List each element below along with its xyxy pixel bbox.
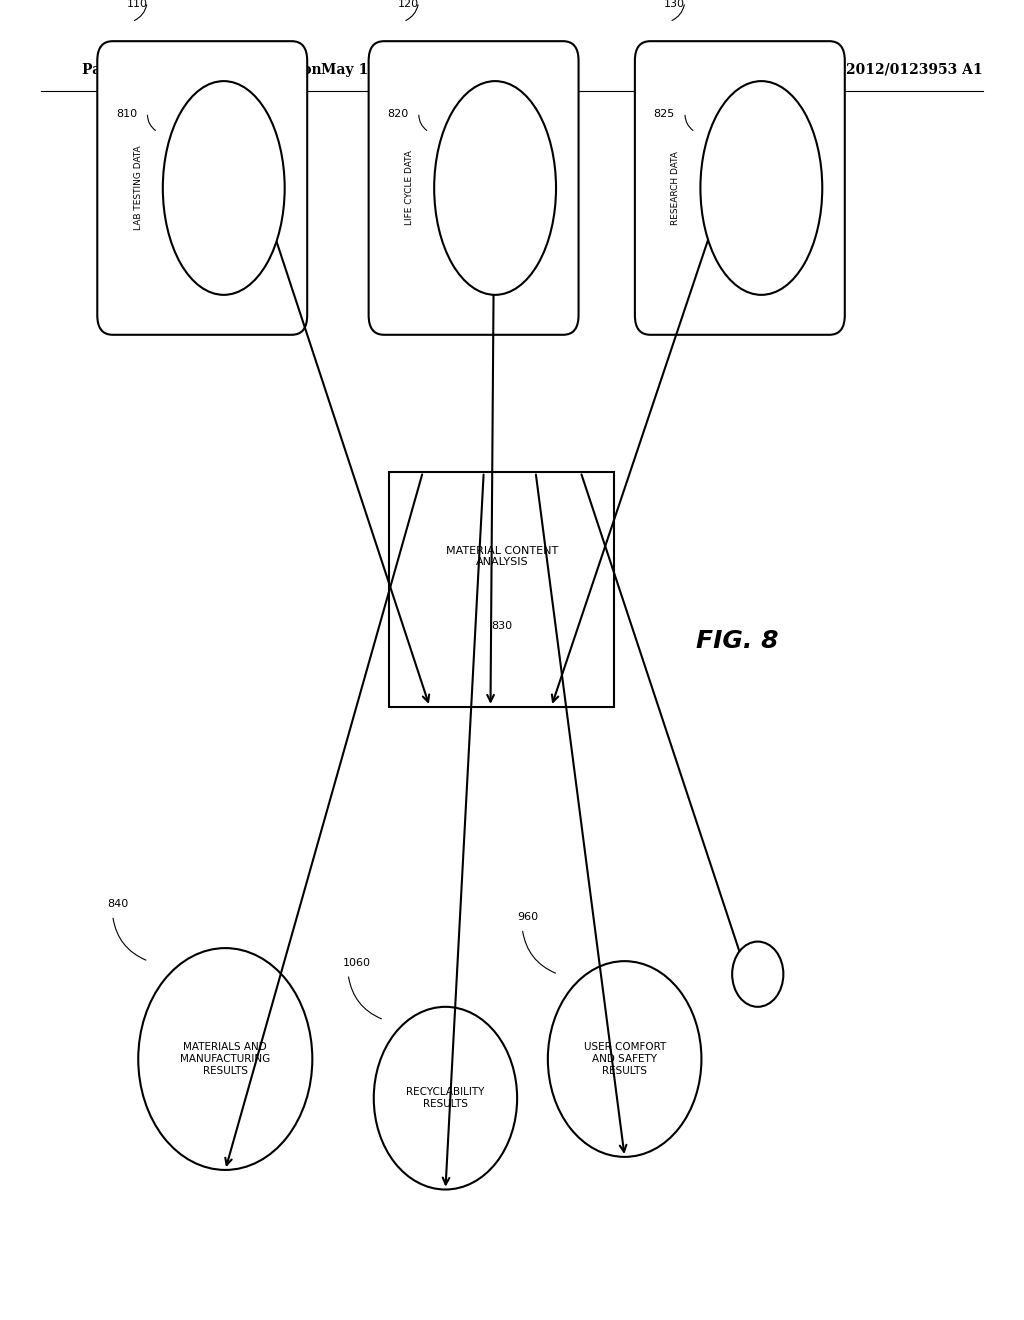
FancyBboxPatch shape xyxy=(635,41,845,335)
Text: 840: 840 xyxy=(108,899,129,909)
Ellipse shape xyxy=(138,948,312,1170)
Text: US 2012/0123953 A1: US 2012/0123953 A1 xyxy=(819,63,983,77)
Ellipse shape xyxy=(548,961,701,1156)
FancyBboxPatch shape xyxy=(369,41,579,335)
Text: SUSTAINABLE
SOURCING
PRACTICES: SUSTAINABLE SOURCING PRACTICES xyxy=(733,173,790,203)
Text: 820: 820 xyxy=(387,110,409,119)
Text: MATERIAL
RECYCLABILITY: MATERIAL RECYCLABILITY xyxy=(464,178,526,198)
FancyBboxPatch shape xyxy=(97,41,307,335)
Text: MATERIALS AND
MANUFACTURING
RESULTS: MATERIALS AND MANUFACTURING RESULTS xyxy=(180,1043,270,1076)
Ellipse shape xyxy=(434,81,556,294)
Text: 830: 830 xyxy=(492,620,512,631)
Text: MATERIAL
WEIGHTS AND
TYPES: MATERIAL WEIGHTS AND TYPES xyxy=(194,173,254,203)
Text: USER COMFORT
AND SAFETY
RESULTS: USER COMFORT AND SAFETY RESULTS xyxy=(584,1043,666,1076)
Text: RECYCLABILITY
RESULTS: RECYCLABILITY RESULTS xyxy=(407,1088,484,1109)
Text: MATERIAL CONTENT
ANALYSIS: MATERIAL CONTENT ANALYSIS xyxy=(445,546,558,568)
Text: 120: 120 xyxy=(398,0,419,8)
Text: 960: 960 xyxy=(517,912,539,921)
Text: RESEARCH DATA: RESEARCH DATA xyxy=(672,150,680,224)
Text: 810: 810 xyxy=(116,110,137,119)
Text: 130: 130 xyxy=(665,0,685,8)
Circle shape xyxy=(732,941,783,1007)
Text: 825: 825 xyxy=(653,110,675,119)
Ellipse shape xyxy=(700,81,822,294)
Text: FIG. 8: FIG. 8 xyxy=(696,630,778,653)
Text: May 17, 2012  Sheet 8 of 18: May 17, 2012 Sheet 8 of 18 xyxy=(322,63,539,77)
Text: 1060: 1060 xyxy=(343,958,371,968)
Text: 110: 110 xyxy=(127,0,147,8)
Ellipse shape xyxy=(374,1007,517,1189)
Ellipse shape xyxy=(163,81,285,294)
Text: Patent Application Publication: Patent Application Publication xyxy=(82,63,322,77)
Text: LAB TESTING DATA: LAB TESTING DATA xyxy=(134,145,142,230)
Text: LIFE CYCLE DATA: LIFE CYCLE DATA xyxy=(406,150,414,226)
Text: B: B xyxy=(753,968,763,981)
FancyBboxPatch shape xyxy=(389,471,614,706)
